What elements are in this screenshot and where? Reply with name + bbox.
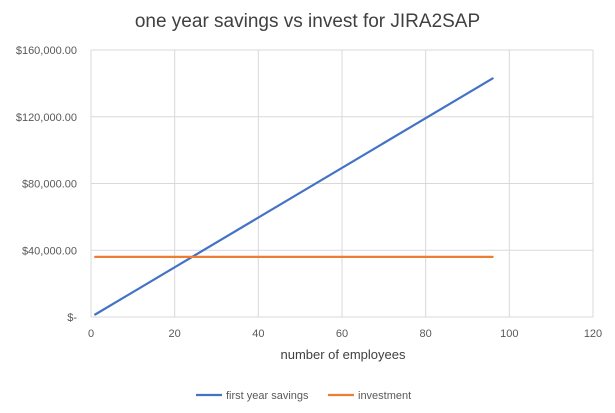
- x-tick-label: 60: [336, 328, 348, 340]
- legend-label: first year savings: [226, 390, 309, 402]
- x-tick-label: 100: [500, 328, 518, 340]
- y-tick-label: $160,000.00: [16, 45, 77, 57]
- series-lines: [94, 77, 494, 316]
- chart-title: one year savings vs invest for JIRA2SAP: [135, 11, 480, 32]
- x-tick-label: 120: [584, 328, 602, 340]
- y-tick-label: $120,000.00: [16, 112, 77, 124]
- x-tick-label: 20: [169, 328, 181, 340]
- x-tick-label: 80: [420, 328, 432, 340]
- gridlines: [90, 49, 594, 318]
- x-axis-label: number of employees: [280, 347, 406, 362]
- x-tick-label: 0: [88, 328, 94, 340]
- x-tick-label: 40: [252, 328, 264, 340]
- series-line-first-year-savings: [94, 77, 494, 316]
- legend: first year savings investment: [196, 390, 411, 402]
- y-tick-label: $80,000.00: [22, 179, 77, 191]
- x-axis-tick-labels: 0 20 40 60 80 100 120: [88, 328, 602, 340]
- y-tick-label: $40,000.00: [22, 245, 77, 257]
- legend-label: investment: [358, 390, 411, 402]
- y-axis-tick-labels: $- $40,000.00 $80,000.00 $120,000.00 $160,00…: [16, 45, 78, 324]
- y-tick-label: $-: [67, 312, 77, 324]
